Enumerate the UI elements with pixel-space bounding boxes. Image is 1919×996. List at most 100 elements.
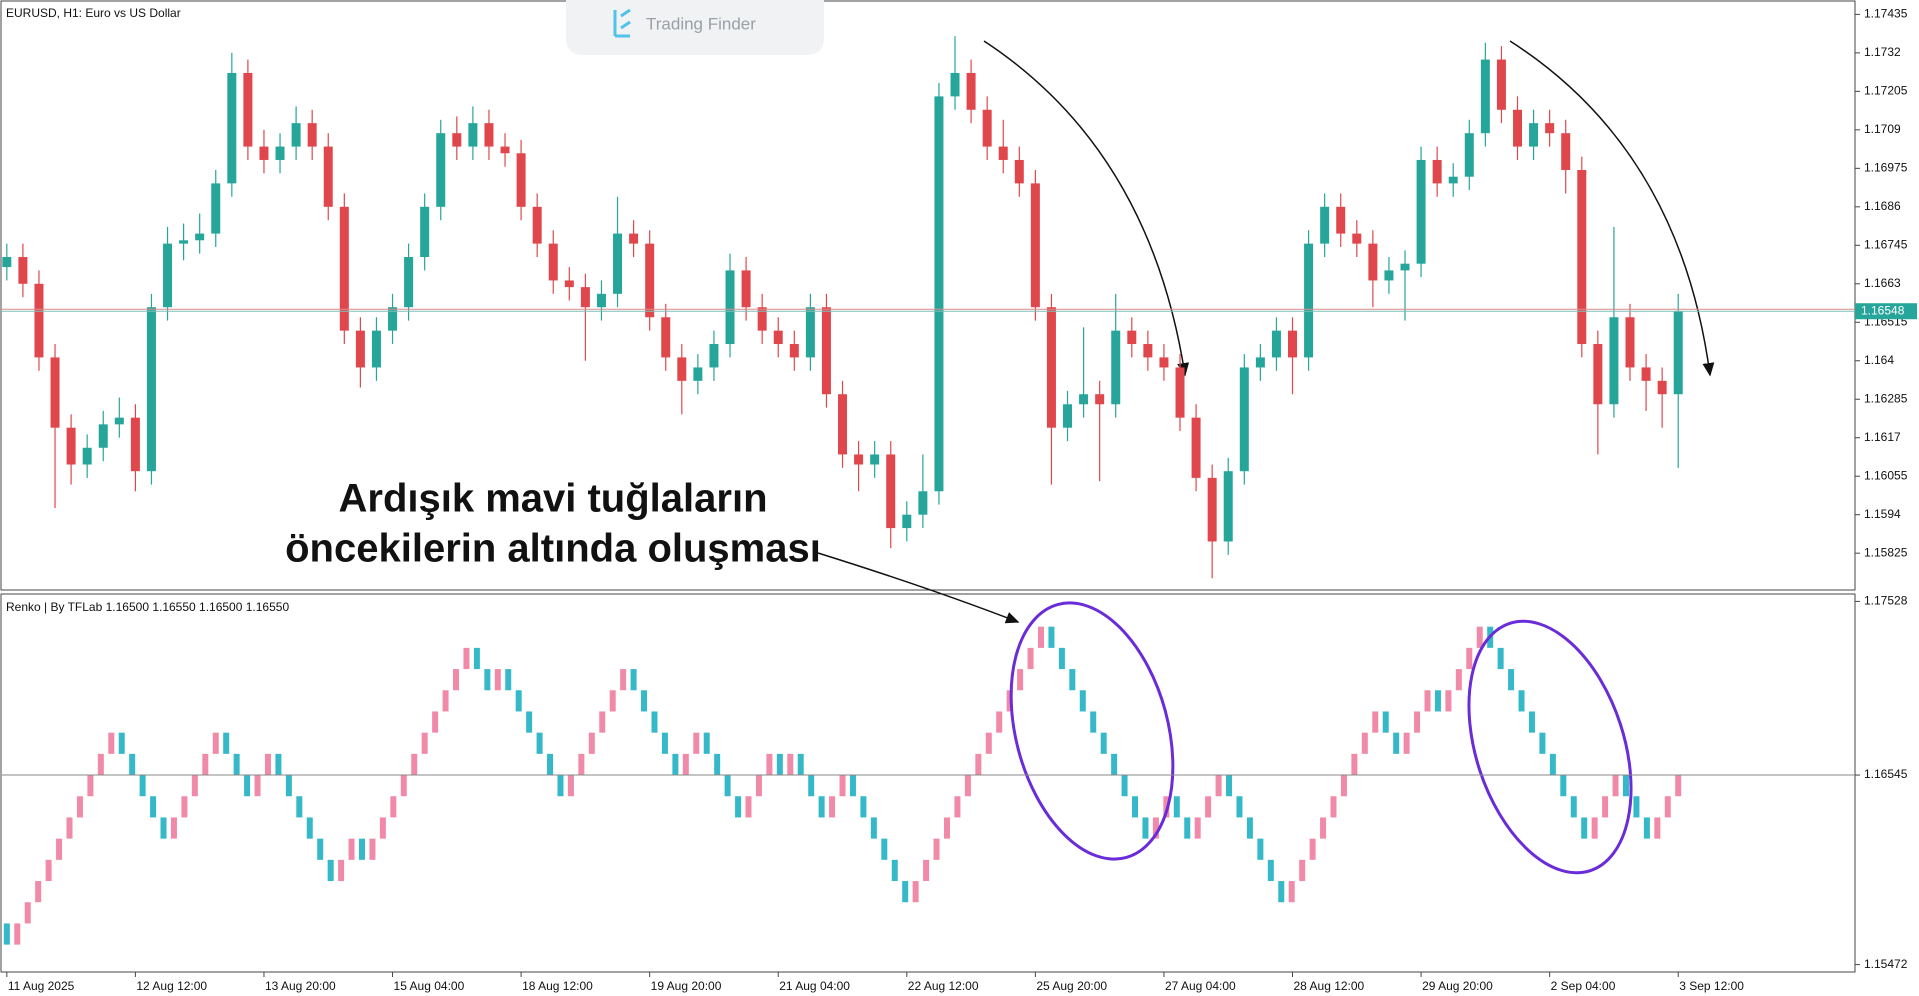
candle-body: [693, 367, 703, 381]
x-tick-label: 25 Aug 20:00: [1036, 979, 1107, 993]
renko-brick: [714, 753, 721, 776]
renko-brick: [400, 775, 407, 797]
renko-brick: [891, 859, 898, 882]
candle-body: [902, 514, 912, 529]
renko-brick: [588, 732, 595, 754]
chart-title: EURUSD, H1: Euro vs US Dollar: [6, 6, 181, 20]
renko-brick: [1288, 881, 1295, 903]
candle-body: [580, 287, 590, 308]
candle-body: [371, 330, 381, 368]
candle-body: [452, 133, 462, 147]
renko-brick: [317, 838, 324, 860]
renko-brick: [1570, 796, 1577, 818]
candle-body: [1143, 344, 1153, 358]
renko-brick: [1048, 626, 1055, 648]
renko-brick: [421, 732, 428, 754]
renko-brick: [432, 711, 439, 733]
y-tick-label: 1.15825: [1864, 545, 1908, 559]
y-tick-label: 1.1617: [1864, 430, 1901, 444]
candle-body: [2, 257, 12, 268]
x-tick-label: 3 Sep 12:00: [1679, 979, 1744, 993]
renko-brick: [1403, 732, 1410, 754]
candle-body: [789, 344, 799, 358]
renko-brick: [14, 923, 21, 945]
candle-body: [130, 417, 140, 472]
candle-body: [259, 146, 269, 160]
renko-brick: [1194, 817, 1201, 839]
x-tick-label: 15 Aug 04:00: [394, 979, 465, 993]
x-tick-label: 11 Aug 2025: [8, 979, 75, 993]
renko-brick: [703, 732, 710, 754]
renko-brick: [1414, 711, 1421, 733]
renko-brick: [212, 732, 219, 754]
candle-body: [1432, 159, 1442, 184]
renko-brick: [390, 796, 397, 818]
x-tick-label: 2 Sep 04:00: [1551, 979, 1616, 993]
renko-brick: [599, 711, 606, 733]
candle-body: [1545, 123, 1555, 134]
candle-body: [838, 394, 848, 455]
renko-brick: [547, 753, 554, 776]
candle-body: [950, 72, 960, 97]
renko-brick: [745, 796, 752, 818]
renko-brick: [160, 817, 167, 839]
candle-body: [998, 146, 1008, 160]
candle-body: [725, 270, 735, 345]
renko-brick: [473, 647, 480, 670]
renko-brick: [463, 647, 470, 670]
renko-brick: [818, 796, 825, 818]
renko-brick: [244, 775, 251, 797]
renko-brick: [724, 775, 731, 797]
candle-body: [1464, 133, 1474, 177]
candle-body: [741, 270, 751, 308]
renko-brick: [766, 753, 773, 776]
y-tick-label: 1.164: [1864, 353, 1894, 367]
y-tick-label: 1.16745: [1864, 237, 1908, 251]
renko-brick: [254, 775, 261, 797]
candle-body: [82, 447, 92, 465]
candle-body: [404, 257, 414, 308]
renko-brick: [1037, 626, 1044, 648]
candle-body: [1368, 243, 1378, 281]
renko-brick: [118, 732, 125, 754]
renko-brick: [933, 838, 940, 860]
candle-body: [1111, 330, 1121, 405]
renko-brick: [108, 732, 115, 754]
renko-brick: [1508, 669, 1515, 691]
x-tick-label: 21 Aug 04:00: [779, 979, 850, 993]
renko-brick: [1497, 647, 1504, 670]
renko-brick: [1434, 690, 1441, 712]
candle-body: [966, 72, 976, 110]
renko-brick: [829, 796, 836, 818]
renko-brick: [411, 753, 418, 776]
candle-body: [1271, 330, 1281, 358]
renko-brick: [996, 711, 1003, 733]
renko-brick: [379, 817, 386, 839]
renko-brick: [1424, 690, 1431, 712]
renko-brick: [849, 775, 856, 797]
renko-brick: [1205, 796, 1212, 818]
renko-brick: [1466, 647, 1473, 670]
candle-body: [1529, 123, 1539, 147]
renko-brick: [1079, 690, 1086, 712]
y-tick-label: 1.17528: [1864, 594, 1908, 608]
y-tick-label: 1.1663: [1864, 276, 1901, 290]
renko-brick: [881, 838, 888, 860]
candle-body: [1625, 317, 1635, 368]
candle-body: [1593, 344, 1603, 405]
renko-brick: [453, 669, 460, 691]
candle-body: [275, 146, 285, 160]
candle-body: [1030, 183, 1040, 308]
renko-brick: [1215, 775, 1222, 797]
renko-brick: [755, 775, 762, 797]
renko-brick: [348, 838, 355, 860]
annotation: öncekilerin altında oluşması: [285, 527, 821, 571]
highlight-ellipse: [1467, 619, 1633, 875]
renko-brick: [797, 753, 804, 776]
candle-body: [613, 233, 623, 294]
renko-brick: [1132, 796, 1139, 818]
renko-brick: [1612, 775, 1619, 797]
candle-body: [532, 206, 542, 244]
candle-body: [821, 307, 831, 395]
